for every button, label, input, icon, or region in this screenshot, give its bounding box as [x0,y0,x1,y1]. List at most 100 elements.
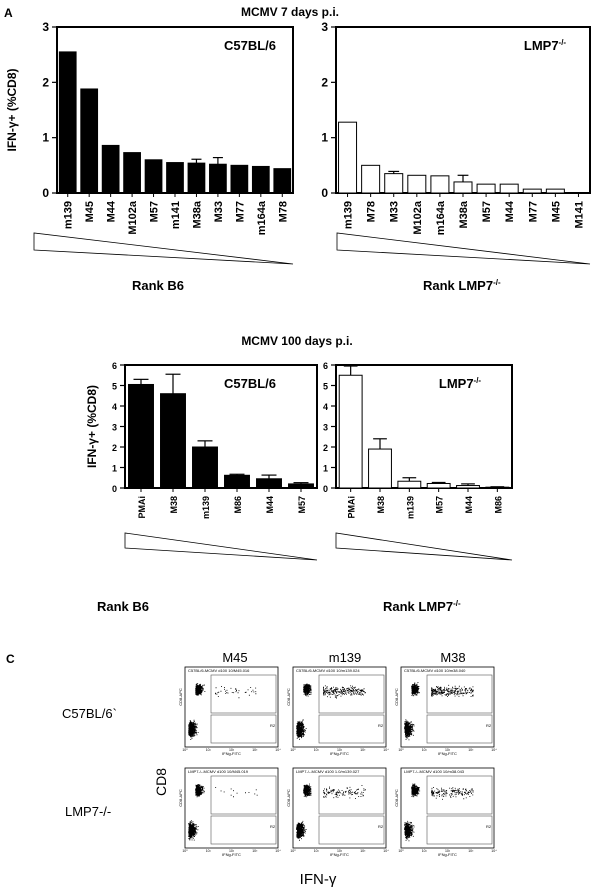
x-tick-label: M78 [277,201,289,222]
bar [288,483,314,489]
dot-plot: R2 C57BL/6-MCMV d100 10/m38.040 CD8-APC IFN… [394,666,497,756]
rank-label-mid-right-text: Rank LMP7 [383,599,453,614]
x-tick-label: M44 [464,496,474,514]
chart-title: LMP7-/- [524,38,567,53]
chart-day7-c57bl6: 0 1 2 3 m139 M45 M44 M102a M57 m141 M38a M33 M77 m164… [5,20,294,235]
bar [426,482,451,489]
x-tick-label: m164a [256,200,268,235]
dot-plot-tick: 10³ [360,849,366,853]
x-tick-label: M57 [149,201,161,222]
bar [384,173,404,194]
rank-label-mid-right-sup: -/- [453,599,461,608]
bar [430,175,450,194]
bar [224,474,250,489]
x-tick-label: M38 [376,496,386,514]
chart-day7-lmp7: 0 1 2 3 m139 M78 M33 M102a m164a M38a M57 M44 M77 M45… [321,20,591,235]
flow-x-axis-label: IFN-γ [300,871,337,888]
dot-plot-title: C57BL/6-MCMV d100 10/M45.016 [188,668,250,673]
x-tick-label: m164a [435,200,447,235]
rank-triangle-mid-right [335,532,513,561]
dot-cloud [296,683,366,740]
dot-plot-frame [292,666,387,748]
bar [123,152,141,194]
flow-row-label-c57bl6: C57BL/6` [62,706,117,721]
chart-day100-c57bl6: 0 1 2 3 4 5 6 PMAi M38 m139 M86 M44 M57 C57BL/6 IFN-γ+… [85,361,318,519]
x-tick-label: M57 [297,496,307,514]
bar [453,181,473,194]
gate-box [426,775,493,815]
dot-plot-tick: 10³ [252,849,258,853]
y-tick-label: 4 [323,402,328,412]
y-axis-label: IFN-γ+ (%CD8) [5,68,19,151]
dot-plot-tick: 10¹ [314,748,320,752]
y-tick-label: 3 [112,423,117,433]
dot-plot-xlabel: IFNg-FITC [222,852,241,857]
rank-label-top-right-text: Rank LMP7 [423,278,493,293]
gate-box-lower [318,815,385,845]
dot-cloud [404,682,474,741]
x-tick-label: M78 [366,201,378,222]
x-tick-label: M141 [573,201,585,229]
flow-row-label-lmp7: LMP7-/- [65,804,111,819]
dot-plot-tick: 10² [445,849,451,853]
dot-plot-tick: 10⁰ [182,748,188,752]
gate-box [210,674,277,714]
x-tick-label: M77 [234,201,246,222]
dot-plot-tick: 10³ [252,748,258,752]
x-tick-label: M38 [169,496,179,514]
x-tick-label: M102a [412,200,424,235]
y-tick-label: 3 [323,423,328,433]
rank-triangle-top-left [33,232,294,265]
dot-plot: R2 LMP7-/--MCMV d100 10/m38.043 CD8-APC IFN… [394,767,497,857]
dot-plot-tick: 10¹ [422,849,428,853]
y-tick-label: 2 [323,443,328,453]
dot-plot-frame [400,767,495,849]
bar [338,121,358,194]
chart-title: C57BL/6 [224,376,276,391]
dot-plot-tick: 10⁰ [398,849,404,853]
dot-plot-xlabel: IFNg-FITC [438,751,457,756]
x-tick-label: M86 [493,496,503,514]
dot-plot-tick: 10³ [468,748,474,752]
x-tick-label: M38a [191,200,203,228]
y-tick-label: 4 [112,402,117,412]
x-tick-label: M57 [481,201,493,222]
x-tick-label: M45 [550,201,562,222]
gate-box-lower [210,815,277,845]
chart-day100-lmp7: 0 1 2 3 4 5 6 PMAi M38 m139 M57 M44 M86 LMP7-/- [323,361,513,519]
bar [230,164,249,194]
x-tick-label: M44 [504,200,516,222]
bar [256,478,282,489]
rank-label-top-left: Rank B6 [132,278,184,293]
dot-plot-tick: 10⁴ [491,849,497,853]
y-tick-label: 0 [42,186,49,200]
bar [101,144,120,194]
y-tick-label: 3 [321,20,328,34]
y-tick-label: 2 [321,75,328,89]
bar [58,51,77,194]
dot-plot-frame [292,767,387,849]
y-tick-label: 0 [112,484,117,494]
dot-cloud [188,784,258,841]
x-tick-label: PMAi [137,496,147,519]
bar [338,374,363,489]
dot-plot-ylabel: CD8-APC [394,688,399,706]
dot-plot-tick: 10⁴ [383,748,389,752]
dot-cloud [404,783,474,842]
x-tick-label: M102a [127,200,139,235]
gate-label: R2 [378,824,384,829]
dot-plot-tick: 10⁰ [290,849,296,853]
dot-plot: R2 C57BL/6-MCMV d100 10/M45.016 CD8-APC IFN… [178,666,281,756]
dot-plot-ylabel: CD8-APC [178,789,183,807]
bar [144,159,163,194]
x-tick-label: m139 [63,201,75,229]
bar [251,165,270,194]
dot-plot: R2 LMP7-/--MCMV d100 10/M45.019 CD8-APC IFN… [178,767,281,857]
dot-plot-ylabel: CD8-APC [286,688,291,706]
dot-plot-frame [184,666,279,748]
gate-box-lower [318,714,385,744]
x-tick-label: M44 [265,496,275,514]
dot-plot-title: LMP7-/--MCMV d100 10/M45.019 [188,769,249,774]
y-tick-label: 2 [42,75,49,89]
